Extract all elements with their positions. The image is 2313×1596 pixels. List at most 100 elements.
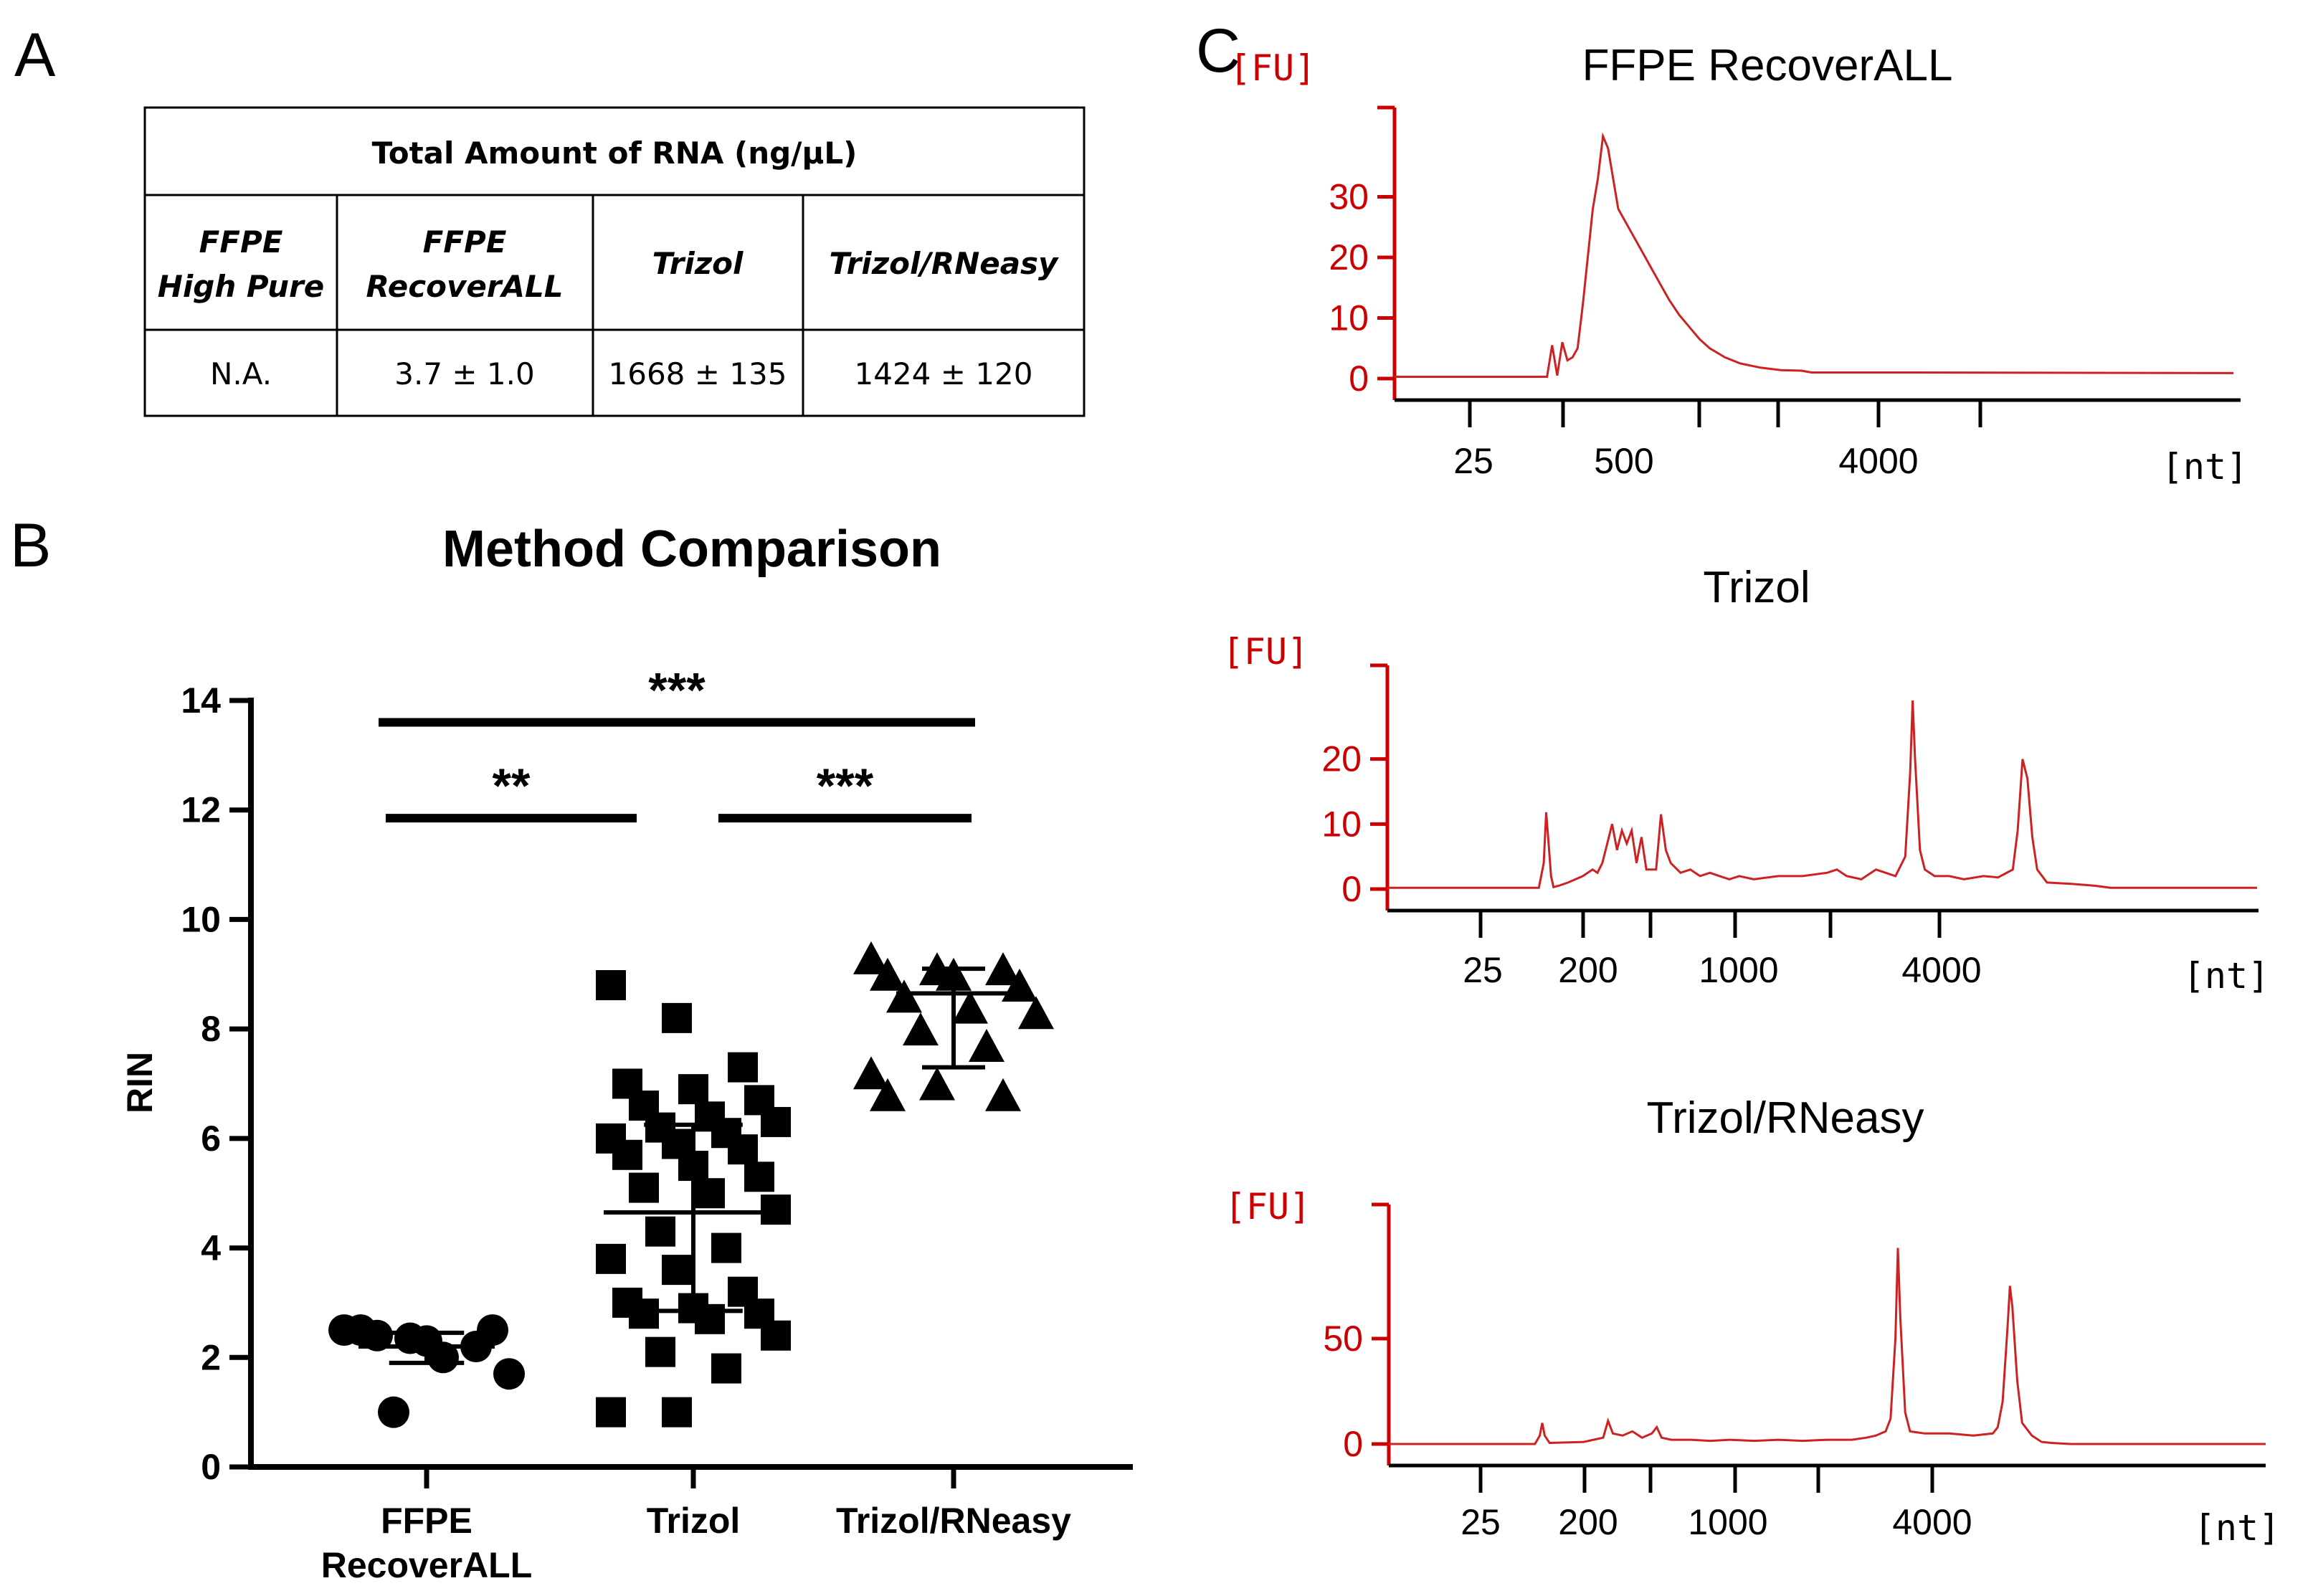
data-point-square [596, 1397, 626, 1428]
trace-line [1395, 132, 2234, 378]
electropherogram-ffpe-recoverall: FFPE RecoverALL [FU] 0 10 20 30 25 500 4000 [nt] [1230, 41, 2248, 488]
data-point-square [645, 1216, 675, 1247]
table-value-cell: 3.7 ± 1.0 [394, 356, 534, 391]
panel-label-b: B [10, 511, 51, 580]
data-point-circle [378, 1396, 409, 1428]
data-point-square [629, 1172, 659, 1203]
x-tick-label: 25 [1453, 441, 1493, 481]
data-point-square [761, 1320, 791, 1351]
x-tick-label: 4000 [1892, 1502, 1972, 1542]
data-point-circle [361, 1319, 393, 1352]
table-header-cell: FFPE [199, 224, 283, 260]
data-point-square [662, 1397, 692, 1428]
significance-label: *** [817, 759, 874, 813]
electropherogram-trizol: Trizol [FU] 0 10 20 25 200 1000 4000 [nt] [1222, 563, 2269, 997]
y-tick-label: 10 [1321, 804, 1362, 844]
table-value-cell: 1668 ± 135 [609, 356, 787, 391]
x-tick-label: 500 [1594, 441, 1653, 481]
data-point-triangle [985, 1078, 1021, 1111]
y-tick-label: 20 [1321, 739, 1362, 779]
data-point-square [662, 1255, 692, 1286]
y-axis-label: [FU] [1230, 47, 1316, 89]
y-tick-label: 8 [201, 1009, 221, 1049]
y-tick-label: 0 [201, 1447, 221, 1487]
y-axis-label: [FU] [1222, 631, 1309, 673]
data-point-square [645, 1336, 675, 1367]
data-point-square [744, 1162, 774, 1192]
axes: 0 2 4 6 8 10 12 14 [181, 680, 1133, 1488]
chart-title: Trizol [1703, 563, 1810, 612]
y-tick-label: 50 [1323, 1319, 1363, 1359]
y-tick-label: 4 [201, 1228, 221, 1268]
significance-label: *** [648, 663, 706, 718]
data-point-square [728, 1134, 758, 1165]
y-tick-label: 12 [181, 790, 221, 830]
table-header-cell: FFPE [423, 224, 507, 260]
data-point-square [596, 970, 626, 1001]
data-point-square [662, 1002, 692, 1033]
data-point-square [761, 1106, 791, 1137]
data-point-square [728, 1052, 758, 1083]
data-point-square [761, 1194, 791, 1225]
data-point-square [678, 1074, 708, 1105]
y-tick-label: 6 [201, 1118, 221, 1159]
x-tick-label: Trizol/RNeasy [836, 1501, 1071, 1541]
data-point-triangle [985, 952, 1021, 986]
data-points [328, 941, 1054, 1428]
y-tick-label: 20 [1329, 237, 1369, 277]
data-point-circle [427, 1341, 459, 1374]
data-point-triangle [952, 990, 988, 1024]
trace-line [1387, 700, 2257, 889]
data-point-square [711, 1232, 741, 1263]
y-axis-label: [FU] [1225, 1186, 1311, 1227]
data-point-square [596, 1243, 626, 1274]
data-point-triangle [919, 1067, 955, 1101]
x-tick-label: 1000 [1688, 1502, 1767, 1542]
table-header-cell: Trizol/RNeasy [830, 246, 1059, 281]
rna-amount-table: Total Amount of RNA (ng/µL) FFPE High Pu… [143, 106, 1086, 417]
x-tick-label: 200 [1558, 1502, 1618, 1542]
mean-sd-bars [358, 966, 1011, 1365]
data-point-triangle [886, 979, 922, 1013]
chart-title: Method Comparison [442, 521, 941, 578]
significance-bars: ***** *** [379, 663, 975, 823]
x-axis-label: [nt] [2183, 955, 2269, 997]
x-tick-label: RecoverALL [321, 1545, 533, 1585]
y-tick-label: 14 [181, 680, 221, 721]
data-point-triangle [870, 1078, 906, 1111]
x-tick-label: 25 [1461, 1502, 1501, 1542]
x-axis-label: [nt] [2194, 1507, 2280, 1549]
chart-title: Trizol/RNeasy [1647, 1093, 1924, 1143]
data-point-triangle [870, 957, 906, 991]
y-tick-label: 10 [181, 899, 221, 939]
data-point-circle [477, 1314, 508, 1346]
y-tick-label: 2 [201, 1337, 221, 1377]
trace-line [1389, 1248, 2266, 1445]
data-point-triangle [969, 1029, 1004, 1063]
x-tick-label: 4000 [1838, 441, 1918, 481]
data-point-triangle [853, 941, 889, 974]
x-tick-label: FFPE [381, 1501, 472, 1541]
panel-label-a: A [14, 21, 56, 90]
significance-label: ** [493, 759, 531, 813]
data-point-square [695, 1303, 725, 1334]
data-point-square [629, 1298, 659, 1329]
table-value-cell: 1424 ± 120 [855, 356, 1033, 391]
table-title: Total Amount of RNA (ng/µL) [372, 136, 858, 171]
y-tick-label: 0 [1341, 869, 1362, 909]
table-header-cell: Trizol [652, 246, 744, 281]
x-tick-label: 4000 [1901, 950, 1981, 990]
panel-label-c: C [1196, 16, 1240, 85]
y-tick-label: 30 [1329, 177, 1369, 217]
data-point-square [695, 1178, 725, 1209]
x-tick-label: 200 [1558, 950, 1618, 990]
data-point-triangle [903, 1012, 939, 1046]
data-point-triangle [853, 1056, 889, 1090]
y-tick-label: 0 [1349, 358, 1369, 399]
data-point-circle [493, 1358, 525, 1390]
y-tick-label: 10 [1329, 298, 1369, 338]
y-tick-label: 0 [1343, 1424, 1363, 1464]
data-point-triangle [1018, 996, 1054, 1030]
